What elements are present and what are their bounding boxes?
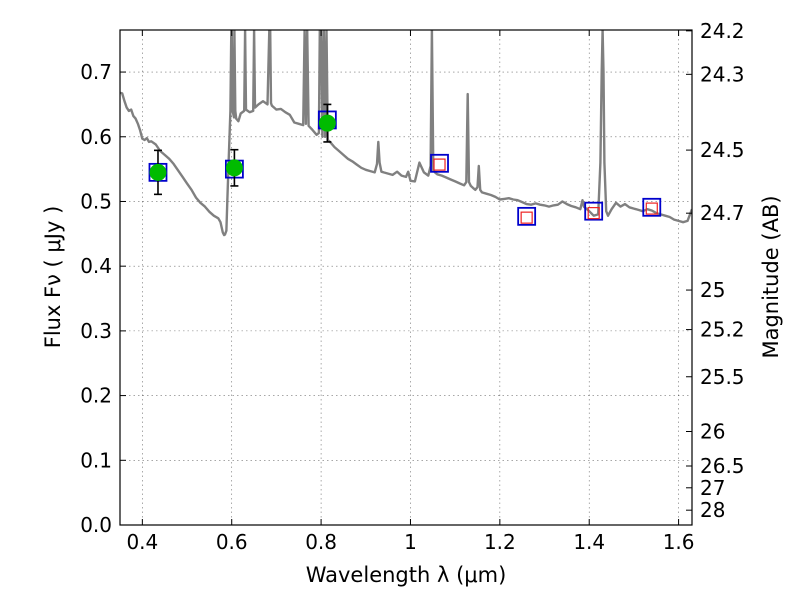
- x-tick-label: 0.4: [126, 530, 158, 554]
- x-tick-label: 1.4: [573, 530, 605, 554]
- right-tick-label: 25.2: [700, 318, 745, 342]
- x-tick-label: 1.2: [484, 530, 516, 554]
- model-spectrum-line: [120, 30, 692, 237]
- right-tick-label: 26.5: [700, 454, 745, 478]
- x-tick-label: 1.6: [663, 530, 695, 554]
- right-axis-label: Magnitude (AB): [759, 195, 783, 358]
- right-tick-label: 24.7: [700, 201, 745, 225]
- series-layer: [120, 30, 692, 237]
- y-tick-label: 0.6: [80, 125, 112, 149]
- y-tick-label: 0.3: [80, 319, 112, 343]
- predicted-point: [587, 207, 600, 220]
- y-axis-label: Flux Fν ( μJy ): [41, 206, 65, 349]
- right-tick-label: 25: [700, 278, 725, 302]
- plot-frame: [119, 29, 693, 526]
- x-axis-label: Wavelength λ (μm): [306, 563, 507, 587]
- model-band-square: [584, 201, 604, 221]
- observed-point: [225, 159, 243, 177]
- observed-point: [149, 163, 167, 181]
- x-tick-label: 0.6: [216, 530, 248, 554]
- marker-layer: [148, 103, 662, 226]
- y-tick-label: 0.5: [80, 189, 112, 213]
- right-tick-label: 24.5: [700, 138, 745, 162]
- ticks: 0.4 0.6 0.8 1 1.2 1.4 1.6 0.0 0.1 0.2 0.3 0.4 0.5 0.6…: [80, 19, 744, 554]
- y-tick-label: 0.1: [80, 448, 112, 472]
- y-tick-label: 0.7: [80, 60, 112, 84]
- right-tick-label: 28: [700, 498, 725, 522]
- right-tick-label: 25.5: [700, 365, 745, 389]
- y-tick-label: 0.0: [80, 513, 112, 537]
- right-tick-label: 26: [700, 420, 725, 444]
- predicted-point: [433, 158, 446, 171]
- right-tick-label: 24.3: [700, 62, 745, 86]
- predicted-point: [520, 211, 533, 224]
- x-tick-label: 0.8: [305, 530, 337, 554]
- predicted-point: [645, 202, 658, 215]
- right-tick-label: 27: [700, 476, 725, 500]
- model-band-square: [642, 197, 662, 217]
- y-tick-label: 0.2: [80, 384, 112, 408]
- y-tick-label: 0.4: [80, 254, 112, 278]
- model-band-square: [430, 153, 449, 173]
- observed-point: [318, 114, 336, 132]
- model-band-square: [517, 206, 537, 226]
- right-tick-label: 24.2: [700, 19, 745, 43]
- x-tick-label: 1: [404, 530, 417, 554]
